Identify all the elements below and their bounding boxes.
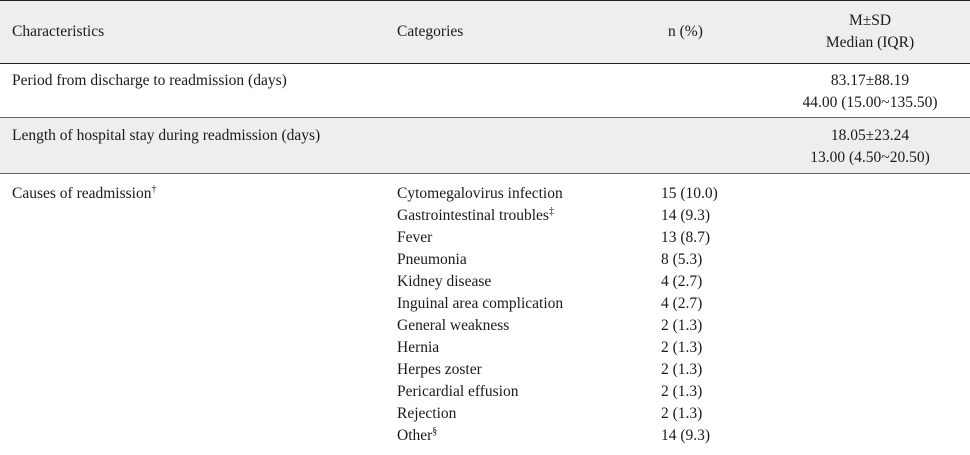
length-median-iqr: 13.00 (4.50~20.50) <box>810 149 930 166</box>
cause-count-item: 13 (8.7) <box>661 229 711 246</box>
cause-category-text: Kidney disease <box>397 273 492 290</box>
cause-category-text: Cytomegalovirus infection <box>397 185 563 202</box>
period-mean-sd: 83.17±88.19 <box>830 72 910 89</box>
header-mean-sd: M±SD <box>848 12 892 29</box>
cause-category-item: Fever <box>397 227 563 249</box>
period-median-iqr: 44.00 (15.00~135.50) <box>802 94 938 111</box>
row-background-causes <box>0 174 970 455</box>
header-median-iqr: Median (IQR) <box>825 34 915 51</box>
cause-category-item: Pneumonia <box>397 249 563 271</box>
causes-footnote-mark: † <box>151 184 157 195</box>
cause-category-text: General weakness <box>397 317 510 334</box>
cause-category-text: Herpes zoster <box>397 361 482 378</box>
cause-count-item: 2 (1.3) <box>661 361 703 378</box>
header-n-percent: n (%) <box>668 23 703 40</box>
cause-category-item: Herpes zoster <box>397 359 563 381</box>
row-background-length <box>0 118 970 174</box>
causes-category-list: Cytomegalovirus infection Gastrointestina… <box>397 183 563 447</box>
cause-category-item: General weakness <box>397 315 563 337</box>
cause-count-item: 14 (9.3) <box>661 427 711 444</box>
cause-footnote-mark: ‡ <box>548 206 554 217</box>
cause-count-item: 2 (1.3) <box>661 383 703 400</box>
cause-count-item: 2 (1.3) <box>661 339 703 356</box>
cause-category-text: Inguinal area complication <box>397 295 564 312</box>
cause-count-item: 2 (1.3) <box>661 405 703 422</box>
cause-category-item: Kidney disease <box>397 271 563 293</box>
cause-category-text: Fever <box>397 229 433 246</box>
cause-category-item: Cytomegalovirus infection <box>397 183 563 205</box>
cause-category-item: Inguinal area complication <box>397 293 563 315</box>
cause-count-item: 15 (10.0) <box>661 185 718 202</box>
cause-category-item: Other§ <box>397 425 563 447</box>
cause-category-text: Rejection <box>397 405 457 422</box>
row-background-period <box>0 64 970 118</box>
header-categories: Categories <box>397 23 464 40</box>
cause-category-item: Rejection <box>397 403 563 425</box>
length-mean-sd: 18.05±23.24 <box>830 127 910 144</box>
causes-label-text: Causes of readmission <box>12 185 152 202</box>
cause-category-item: Pericardial effusion <box>397 381 563 403</box>
length-label: Length of hospital stay during readmissi… <box>12 127 321 144</box>
cause-category-text: Pneumonia <box>397 251 467 268</box>
period-label: Period from discharge to readmission (da… <box>12 72 287 89</box>
cause-category-text: Hernia <box>397 339 440 356</box>
cause-category-text: Pericardial effusion <box>397 383 519 400</box>
causes-label: Causes of readmission† <box>12 183 156 205</box>
table-header <box>0 0 970 64</box>
cause-count-item: 4 (2.7) <box>661 295 703 312</box>
cause-count-item: 8 (5.3) <box>661 251 703 268</box>
cause-count-item: 2 (1.3) <box>661 317 703 334</box>
cause-count-item: 4 (2.7) <box>661 273 703 290</box>
header-characteristics: Characteristics <box>12 23 105 40</box>
cause-category-item: Gastrointestinal troubles‡ <box>397 205 563 227</box>
cause-category-text: Other <box>397 427 433 444</box>
causes-count-list: 15 (10.0) 14 (9.3) 13 (8.7) 8 (5.3) 4 (2.7) 4… <box>661 183 718 447</box>
cause-footnote-mark: § <box>432 426 438 437</box>
cause-category-item: Hernia <box>397 337 563 359</box>
cause-category-text: Gastrointestinal troubles <box>397 207 549 224</box>
cause-count-item: 14 (9.3) <box>661 207 711 224</box>
